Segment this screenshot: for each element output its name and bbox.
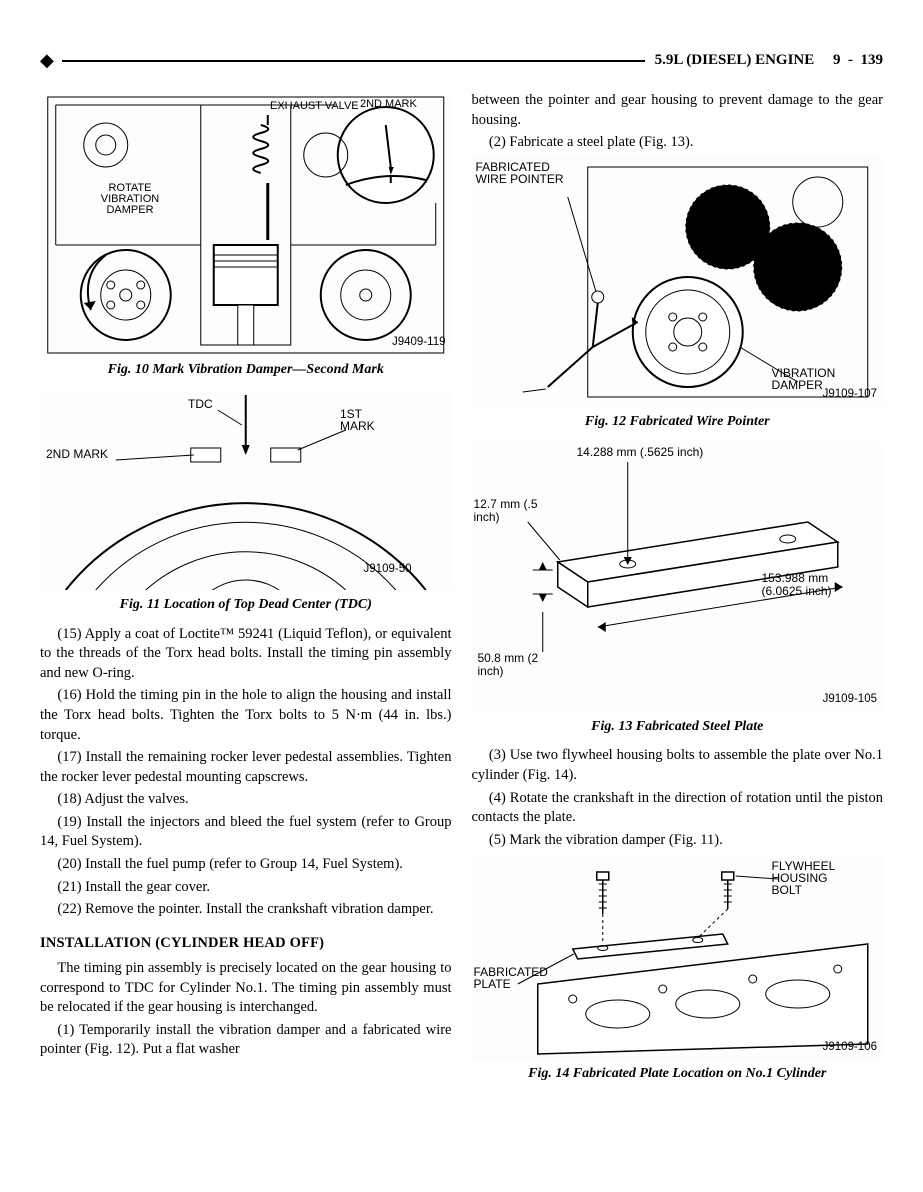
fig11-caption: Fig. 11 Location of Top Dead Center (TDC… (40, 596, 452, 615)
figure-13: 14.288 mm (.5625 inch) 12.7 mm (.5 inch)… (472, 442, 884, 712)
page-header: ◆ 5.9L (DIESEL) ENGINE 9 - 139 (40, 50, 883, 71)
header-rule (62, 60, 645, 62)
fig12-caption: Fig. 12 Fabricated Wire Pointer (472, 413, 884, 432)
fig14-id: J9109-106 (823, 1040, 877, 1056)
install-heading: INSTALLATION (CYLINDER HEAD OFF) (40, 934, 452, 954)
para-22: (22) Remove the pointer. Install the cra… (40, 900, 452, 920)
fig13-dim-width: 50.8 mm (2 inch) (478, 652, 548, 678)
para-17: (17) Install the remaining rocker lever … (40, 748, 452, 787)
para-16: (16) Hold the timing pin in the hole to … (40, 686, 452, 745)
figure-12: FABRICATED WIRE POINTER VIBRATION DAMPER… (472, 157, 884, 407)
para-install-1: (1) Temporarily install the vibration da… (40, 1021, 452, 1060)
fig13-id: J9109-105 (823, 692, 877, 708)
fig11-id: J9109-50 (364, 562, 412, 578)
fig11-label-2nd: 2ND MARK (46, 446, 108, 462)
fig14-label-plate: FABRICATED PLATE (474, 966, 559, 990)
para-2: (2) Fabricate a steel plate (Fig. 13). (472, 133, 884, 153)
fig14-label-bolt: FLYWHEEL HOUSING BOLT (772, 860, 857, 896)
para-21: (21) Install the gear cover. (40, 878, 452, 898)
fig10-caption: Fig. 10 Mark Vibration Damper—Second Mar… (40, 361, 452, 380)
fig13-dim-thick: 12.7 mm (.5 inch) (474, 498, 544, 524)
para-18: (18) Adjust the valves. (40, 790, 452, 810)
fig11-label-tdc: TDC (188, 396, 213, 412)
para-cont: between the pointer and gear housing to … (472, 91, 884, 130)
fig10-label-2nd: 2ND MARK (360, 97, 417, 112)
left-column: EXHAUST VALVE 2ND MARK ROTATE VIBRATION … (40, 91, 452, 1094)
header-right: 5.9L (DIESEL) ENGINE 9 - 139 (655, 52, 883, 69)
figure-14: FLYWHEEL HOUSING BOLT FABRICATED PLATE J… (472, 854, 884, 1059)
fig10-label-exhaust: EXHAUST VALVE (270, 101, 359, 112)
fig13-dim-length: 153.988 mm (6.0625 inch) (762, 572, 862, 598)
fig12-label-pointer: FABRICATED WIRE POINTER (476, 161, 566, 185)
para-19: (19) Install the injectors and bleed the… (40, 813, 452, 852)
figure-10: EXHAUST VALVE 2ND MARK ROTATE VIBRATION … (40, 95, 452, 355)
figure-11: TDC 1ST MARK 2ND MARK J9109-50 (40, 390, 452, 590)
fig10-id: J9409-119 (392, 335, 446, 351)
right-column: between the pointer and gear housing to … (472, 91, 884, 1094)
para-5: (5) Mark the vibration damper (Fig. 11). (472, 831, 884, 851)
fig10-label-rotate: ROTATE VIBRATION DAMPER (95, 183, 165, 216)
header-page: 139 (861, 52, 884, 68)
header-diamond-icon: ◆ (40, 50, 54, 71)
para-3: (3) Use two flywheel housing bolts to as… (472, 746, 884, 785)
fig12-id: J9109-107 (823, 387, 877, 403)
para-install-intro: The timing pin assembly is precisely loc… (40, 959, 452, 1018)
para-15: (15) Apply a coat of Loctite™ 59241 (Liq… (40, 625, 452, 684)
fig13-caption: Fig. 13 Fabricated Steel Plate (472, 718, 884, 737)
para-20: (20) Install the fuel pump (refer to Gro… (40, 855, 452, 875)
page-columns: EXHAUST VALVE 2ND MARK ROTATE VIBRATION … (40, 91, 883, 1094)
header-section: 5.9L (DIESEL) ENGINE (655, 52, 815, 68)
para-4: (4) Rotate the crankshaft in the directi… (472, 789, 884, 828)
fig14-caption: Fig. 14 Fabricated Plate Location on No.… (472, 1065, 884, 1084)
fig13-dim-hole: 14.288 mm (.5625 inch) (577, 444, 704, 460)
header-chapter: 9 (833, 52, 841, 68)
fig11-label-1st: 1ST MARK (340, 408, 390, 432)
